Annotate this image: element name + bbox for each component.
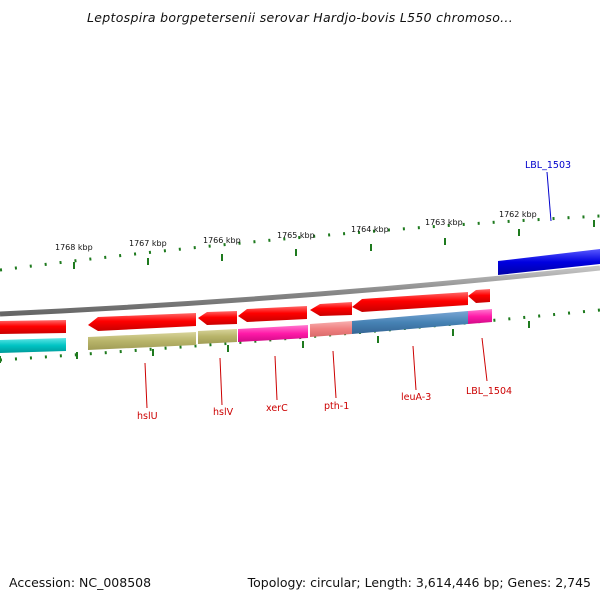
ruler-label: 1764 kbp [351,225,389,234]
gene-label-xerC[interactable]: xerC [266,403,288,414]
gene-label-hslV[interactable]: hslV [213,407,234,418]
ruler-label: 1767 kbp [129,239,167,248]
inner-major-ticks [0,321,530,363]
gene-cds-hslU[interactable] [88,313,196,331]
cog-segment-magenta[interactable] [238,325,308,342]
outer-major-ticks [73,220,595,269]
ruler-label: 1766 kbp [203,236,241,245]
genome-backbone [0,265,600,317]
ruler-label: 1762 kbp [499,210,537,219]
cog-track [0,309,492,353]
map-title: Leptospira borgpetersenii serovar Hardjo… [87,10,513,25]
ruler-label: 1765 kbp [277,231,315,240]
ruler-label: 1768 kbp [55,243,93,252]
gene-label-LBL_1504[interactable]: LBL_1504 [466,386,512,397]
genome-summary-text: Topology: circular; Length: 3,614,446 bp… [247,575,591,590]
gene-label-leuA-3[interactable]: leuA-3 [401,392,431,403]
accession-text: Accession: NC_008508 [9,575,152,590]
gene-cds-leuA-3[interactable] [352,292,468,312]
cog-segment-magenta[interactable] [468,309,492,324]
cog-segment-steelblue[interactable] [352,311,468,334]
ruler-label: 1763 kbp [425,218,463,227]
gene-LBL_1503[interactable] [498,249,600,275]
gene-label-LBL_1503[interactable]: LBL_1503 [525,160,571,171]
gene-cds-LBL_1504[interactable] [468,289,490,303]
gene-cds-xerC[interactable] [238,306,307,322]
gene-label-hslU[interactable]: hslU [137,411,158,422]
gene-cds-hslV[interactable] [198,311,237,325]
cog-segment-khaki[interactable] [88,332,196,350]
cog-segment-salmon[interactable] [310,321,352,337]
cog-segment-cyan[interactable] [0,338,66,353]
label-leader-lines [144,171,552,409]
cog-segment-khaki[interactable] [198,329,237,344]
cds-track [0,289,490,334]
gene-label-pth-1[interactable]: pth-1 [324,401,349,412]
gene-cds-pth-1[interactable] [310,302,352,316]
gene-cds-left[interactable] [0,320,66,334]
outer-ruler-track [0,214,600,272]
